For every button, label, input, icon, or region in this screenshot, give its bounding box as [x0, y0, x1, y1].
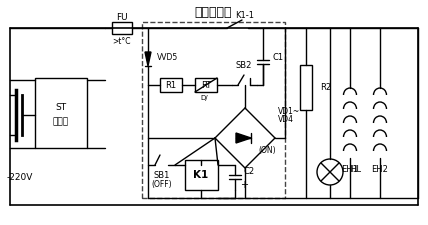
- Text: +: +: [240, 180, 248, 190]
- Text: K1: K1: [193, 170, 208, 180]
- Bar: [112, 22, 132, 34]
- Text: 控制电路板: 控制电路板: [194, 5, 232, 18]
- Text: EH1: EH1: [342, 166, 358, 175]
- Text: ST: ST: [56, 104, 67, 112]
- Polygon shape: [236, 133, 251, 143]
- Text: -220V: -220V: [7, 173, 33, 182]
- Bar: [142, 22, 285, 198]
- Text: SB1: SB1: [154, 171, 170, 180]
- Text: EH2: EH2: [372, 166, 389, 175]
- Text: HL: HL: [350, 166, 361, 175]
- Text: RT: RT: [201, 81, 211, 90]
- Text: >t°C: >t°C: [113, 38, 131, 47]
- Text: (ON): (ON): [258, 146, 276, 155]
- Text: C2: C2: [244, 167, 255, 176]
- Bar: [160, 78, 182, 92]
- Bar: [35, 78, 87, 148]
- Bar: [195, 78, 217, 92]
- Text: R2: R2: [320, 83, 331, 92]
- Bar: [185, 160, 218, 190]
- Text: VD4: VD4: [278, 115, 294, 124]
- Text: D/: D/: [200, 95, 208, 101]
- Text: VVD5: VVD5: [157, 52, 178, 61]
- Text: (OFF): (OFF): [152, 180, 172, 189]
- Bar: [300, 65, 312, 110]
- Text: K1-1: K1-1: [235, 11, 255, 20]
- Text: FU: FU: [116, 14, 128, 22]
- Text: VD1~: VD1~: [278, 108, 300, 117]
- Text: C1: C1: [273, 54, 284, 63]
- Text: SB2: SB2: [236, 61, 252, 70]
- Polygon shape: [145, 52, 151, 66]
- Text: 遥控器: 遥控器: [53, 117, 69, 126]
- Text: R1: R1: [166, 81, 177, 90]
